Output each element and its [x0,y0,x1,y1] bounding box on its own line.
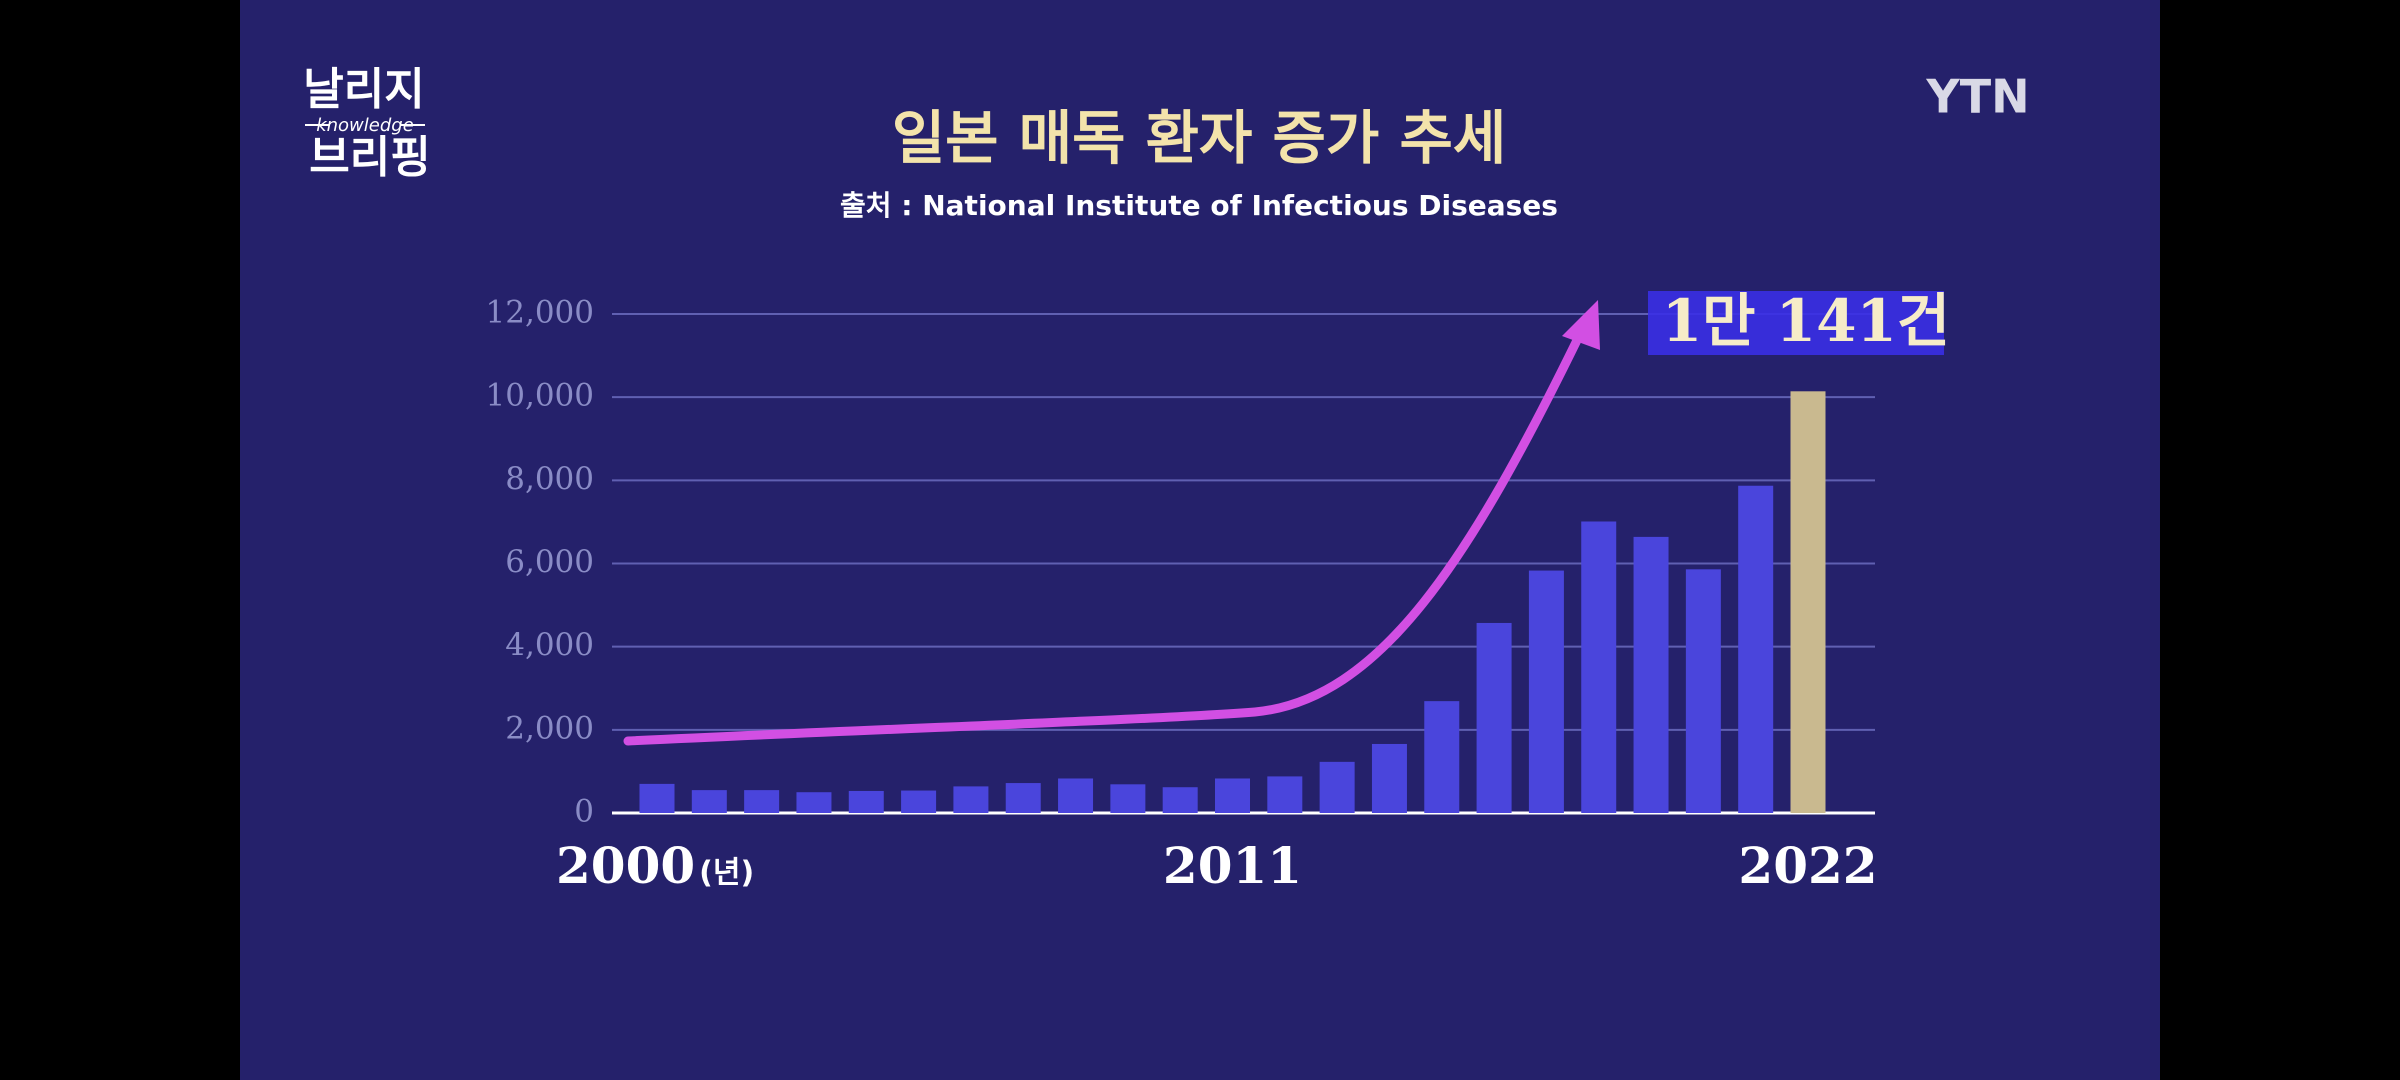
x-unit-label: (년) [699,856,754,891]
annotation: 1만 141건 [1662,287,1950,355]
y-tick-label: 0 [574,794,594,830]
arrow-head [1562,300,1600,350]
y-tick-label: 8,000 [505,461,594,497]
annotation-box [1648,291,1944,355]
bar [1581,521,1617,813]
bar [848,790,884,813]
bar [1424,701,1460,813]
bar [953,786,989,813]
bar [1685,569,1721,813]
bar [1058,778,1094,813]
bar [1162,787,1198,813]
bar [901,790,937,813]
panel [240,0,2160,1080]
bar [1215,778,1250,813]
bar [1476,622,1512,813]
bar [1790,391,1826,813]
bar [639,783,675,813]
bar [1633,536,1669,813]
y-tick-label: 10,000 [486,378,594,414]
channel-logo: YTN [1925,70,2029,124]
logo-bottom: 브리핑 [309,132,430,183]
y-tick-label: 4,000 [505,627,594,663]
chart-subtitle: 출처 : National Institute of Infectious Di… [840,189,1558,222]
y-tick-label: 6,000 [505,544,594,580]
bar [796,792,832,813]
bar [1319,761,1355,813]
logo-top: 날리지 [303,64,424,115]
bar [691,790,727,813]
plot: 0 2,000 4,000 6,000 8,000 10,000 12,000 2000 (년)… [486,295,1878,896]
chart-title: 일본 매독 환자 증가 추세 [892,104,1506,172]
logo: 날리지 knowledge 브리핑 [303,64,430,183]
x-tick-label: 2000 [556,836,695,895]
x-tick-label: 2022 [1738,836,1877,895]
bar [1528,570,1564,813]
bar [1738,485,1774,813]
y-tick-label: 12,000 [486,295,594,331]
x-tick-label: 2011 [1163,836,1302,895]
trend-line [623,325,1587,746]
trend-arrow [623,300,1600,746]
bar [1371,743,1407,813]
logo-middle: knowledge [316,115,414,136]
bar [744,790,780,813]
bar [1005,783,1041,813]
bar [1110,784,1146,813]
bar [1267,776,1303,813]
y-tick-label: 2,000 [505,710,594,746]
